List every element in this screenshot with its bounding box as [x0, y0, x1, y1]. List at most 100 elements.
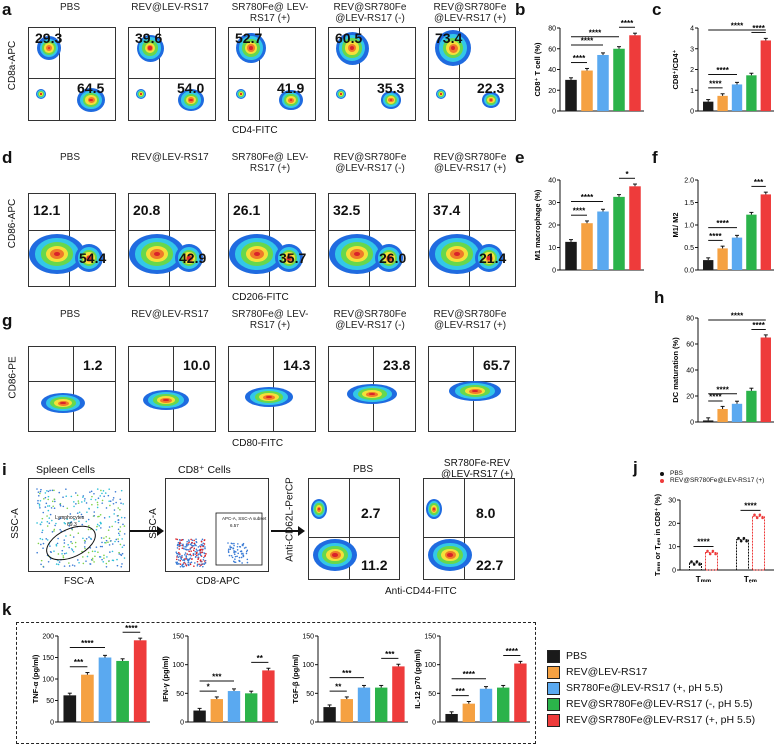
m2-cluster-layer-5 — [187, 256, 191, 260]
spleen-dot — [76, 494, 79, 497]
spleen-dot — [75, 503, 77, 505]
cd8-dot — [230, 546, 233, 549]
gate-h — [29, 78, 115, 79]
cd8-dot — [182, 563, 184, 566]
spleen-dot — [120, 553, 122, 556]
cd8-dot — [232, 547, 235, 549]
spleen-dot — [119, 508, 121, 511]
chart-e-ylabel: M1 macrophage (%) — [533, 189, 542, 260]
j-category-1: Tₑₘ — [744, 575, 757, 584]
cd8-dot — [197, 553, 200, 556]
cd8-dot — [195, 538, 197, 541]
row-d-lower-value-3: 26.0 — [379, 250, 407, 266]
spleen-dot — [70, 548, 73, 550]
spleen-dot — [85, 502, 88, 504]
panel-letter-c: c — [652, 0, 662, 19]
spleen-dot — [50, 551, 52, 554]
cd8-dot — [231, 556, 234, 559]
row-g-value-3: 23.8 — [383, 357, 411, 373]
spleen-ylabel: SSC-A — [9, 508, 21, 539]
spleen-dot — [98, 556, 101, 558]
j-legend-label-pbs: PBS — [670, 470, 684, 477]
spleen-dot — [37, 499, 39, 502]
spleen-dot — [118, 551, 120, 554]
spleen-dot — [49, 558, 52, 560]
chart-k3-ylabel: TGF-β (pg/ml) — [291, 654, 300, 704]
spleen-dot — [116, 558, 118, 561]
spleen-dot — [84, 498, 86, 500]
cd8-dot — [179, 559, 182, 562]
m2-cluster-layer-5 — [487, 256, 491, 260]
cd8-dot — [192, 554, 195, 556]
spleen-dot — [119, 526, 122, 528]
sig-label: **** — [709, 79, 722, 88]
spleen-dot — [40, 521, 43, 523]
spleen-dot — [96, 523, 99, 526]
row-g-value-2: 14.3 — [283, 357, 311, 373]
spleen-dot — [89, 491, 91, 493]
y-tick-label: 50 — [176, 691, 184, 698]
spleen-dot — [40, 563, 42, 566]
spleen-dot — [37, 542, 40, 545]
cd8-dot — [195, 548, 198, 551]
y-tick-label: 4 — [690, 26, 694, 33]
y-tick-label: 2.0 — [684, 178, 694, 185]
spleen-dot — [90, 498, 92, 501]
panel-letter-f: f — [652, 148, 658, 167]
j-point — [690, 560, 693, 563]
cd8-dot — [195, 552, 198, 555]
sig-label: **** — [581, 36, 594, 45]
legend-swatch-0 — [547, 649, 560, 663]
cd8-dot — [240, 556, 243, 559]
cd8-dot — [180, 539, 183, 542]
y-tick-label: 1 — [690, 88, 694, 95]
cd8-dot — [234, 561, 237, 564]
spleen-dot — [85, 538, 88, 540]
spleen-dot — [71, 549, 74, 551]
cd8-dot — [193, 542, 196, 545]
y-tick-label: 40 — [548, 178, 556, 185]
sig-label: **** — [752, 24, 765, 33]
cd8-dot — [201, 538, 204, 541]
spleen-dot — [121, 546, 124, 548]
j-bar-pbs-0 — [689, 562, 702, 571]
cd8-dot — [191, 539, 194, 542]
spleen-dot — [59, 504, 62, 507]
cd8-dot — [242, 543, 244, 546]
spleen-dot — [74, 492, 77, 494]
cd8-dot — [186, 540, 188, 543]
sig-label: **** — [621, 19, 634, 28]
row-d-plot-3: 32.5 26.0 — [328, 193, 416, 287]
gate-h — [329, 381, 415, 382]
chart-b-bar-4 — [629, 35, 641, 112]
row-d-lower-value-4: 21.4 — [479, 250, 507, 266]
spleen-dot — [73, 505, 75, 508]
spleen-dot — [123, 516, 126, 519]
chart-k2-bar-4 — [262, 670, 275, 722]
spleen-dot — [69, 534, 72, 536]
chart-k4-bar-2 — [479, 688, 493, 722]
cd8-dot — [176, 538, 179, 541]
spleen-dot — [101, 558, 103, 561]
spleen-dot — [99, 545, 102, 548]
cd8-dot — [193, 565, 195, 567]
spleen-dot — [117, 538, 119, 540]
row-a-plot-0: 29.3 64.5 — [28, 27, 116, 121]
cd8-dot — [203, 552, 205, 554]
panel-letter-h: h — [654, 288, 665, 307]
spleen-dot — [103, 557, 105, 559]
spleen-dot — [97, 515, 99, 518]
row-g-plot-1: 10.0 — [128, 346, 216, 432]
spleen-dot — [89, 547, 92, 549]
gate-h — [429, 78, 515, 79]
arrow-1 — [130, 526, 164, 536]
chart-k4-bar-4 — [514, 663, 527, 722]
spleen-dot — [81, 556, 84, 558]
spleen-dot — [117, 521, 120, 524]
chart-c: CD8⁺/CD4⁺ 0 1 2 3 4 **** **** **** **** — [671, 22, 774, 116]
cd8-dot — [199, 559, 202, 562]
spleen-dot — [112, 559, 115, 562]
row-g-title-pbs: PBS — [59, 309, 80, 320]
y-tick-label: 0 — [180, 720, 184, 727]
